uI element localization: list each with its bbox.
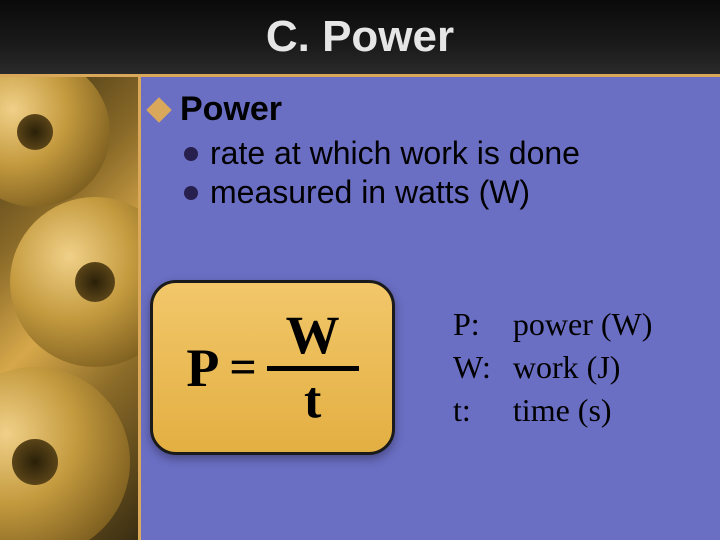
formula: P = W t xyxy=(186,308,358,427)
sidebar-edge xyxy=(138,77,141,540)
formula-box: P = W t xyxy=(150,280,395,455)
legend-symbol: t: xyxy=(447,390,505,431)
variable-legend: P: power (W) W: work (J) t: time (s) xyxy=(445,302,660,433)
formula-denominator: t xyxy=(304,375,321,427)
legend-row: P: power (W) xyxy=(447,304,658,345)
legend-row: W: work (J) xyxy=(447,347,658,388)
bullet-level2: rate at which work is done xyxy=(184,135,710,172)
formula-lhs: P xyxy=(186,337,219,399)
diamond-bullet-icon xyxy=(146,97,171,122)
legend-desc: time (s) xyxy=(507,390,658,431)
gear-icon xyxy=(10,197,138,367)
legend-desc: work (J) xyxy=(507,347,658,388)
legend-table: P: power (W) W: work (J) t: time (s) xyxy=(445,302,660,433)
formula-numerator: W xyxy=(286,308,340,362)
sidebar-gear-image xyxy=(0,77,138,540)
slide: C. Power Power rate at which work is don… xyxy=(0,0,720,540)
bullet-level1: Power xyxy=(150,90,710,129)
formula-fraction: W t xyxy=(267,308,359,427)
bullet-l2-text: rate at which work is done xyxy=(210,135,580,172)
disc-bullet-icon xyxy=(184,186,198,200)
legend-row: t: time (s) xyxy=(447,390,658,431)
legend-symbol: W: xyxy=(447,347,505,388)
disc-bullet-icon xyxy=(184,147,198,161)
formula-equals: = xyxy=(229,340,256,395)
legend-desc: power (W) xyxy=(507,304,658,345)
bullet-l2-text: measured in watts (W) xyxy=(210,174,530,211)
legend-symbol: P: xyxy=(447,304,505,345)
bullet-l1-text: Power xyxy=(180,90,282,129)
gear-icon xyxy=(0,367,130,540)
fraction-bar xyxy=(267,366,359,371)
slide-title: C. Power xyxy=(0,12,720,62)
content-area: Power rate at which work is done measure… xyxy=(150,90,710,213)
formula-row: P = W t P: power (W) W: work (J) xyxy=(150,280,710,455)
gear-icon xyxy=(0,77,110,207)
bullet-level2: measured in watts (W) xyxy=(184,174,710,211)
